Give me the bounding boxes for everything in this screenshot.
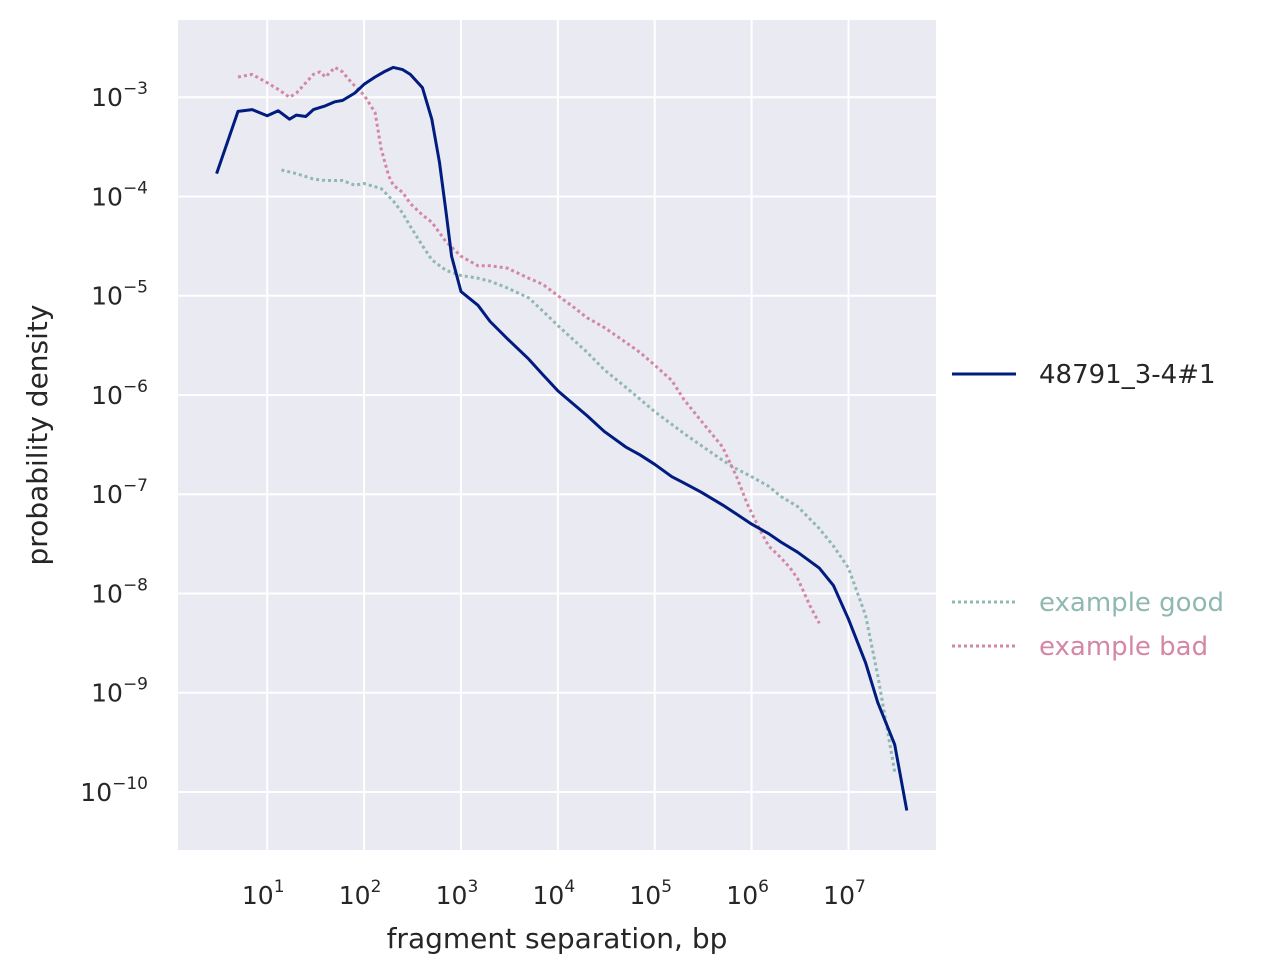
x-tick-label-1: 102 [339, 877, 382, 910]
y-tick-label-0: 10−3 [91, 79, 148, 112]
x-axis-label: fragment separation, bp [387, 922, 728, 955]
y-tick-label-3: 10−6 [91, 377, 148, 410]
series-layer [215, 65, 909, 811]
y-tick-label-1: 10−4 [91, 178, 148, 211]
x-tick-label-4: 105 [629, 877, 672, 910]
x-tick-label-2: 103 [436, 877, 479, 910]
series-line-2 [237, 65, 821, 625]
y-tick-label-4: 10−7 [91, 476, 148, 509]
x-tick-labels: 101 102 103 104 105 106 107 [242, 877, 866, 910]
y-tick-label-5: 10−8 [91, 575, 148, 608]
x-tick-label-6: 107 [823, 877, 866, 910]
grid [178, 20, 936, 850]
x-tick-label-3: 104 [533, 877, 576, 910]
y-tick-label-6: 10−9 [91, 675, 148, 708]
y-tick-label-7: 10−10 [80, 774, 148, 807]
y-tick-label-2: 10−5 [91, 278, 148, 311]
y-tick-labels: 10−3 10−4 10−5 10−6 10−7 10−8 10−9 10−10 [80, 79, 148, 807]
legend-label-0: 48791_3-4#1 [1039, 360, 1216, 390]
y-axis-label: probability density [21, 305, 54, 566]
legend-label-1: example good [1039, 588, 1224, 618]
x-tick-label-0: 101 [242, 877, 285, 910]
x-tick-label-5: 106 [726, 877, 769, 910]
series-line-1 [281, 168, 897, 772]
series-line-0 [215, 65, 909, 811]
legend-label-2: example bad [1039, 632, 1208, 662]
